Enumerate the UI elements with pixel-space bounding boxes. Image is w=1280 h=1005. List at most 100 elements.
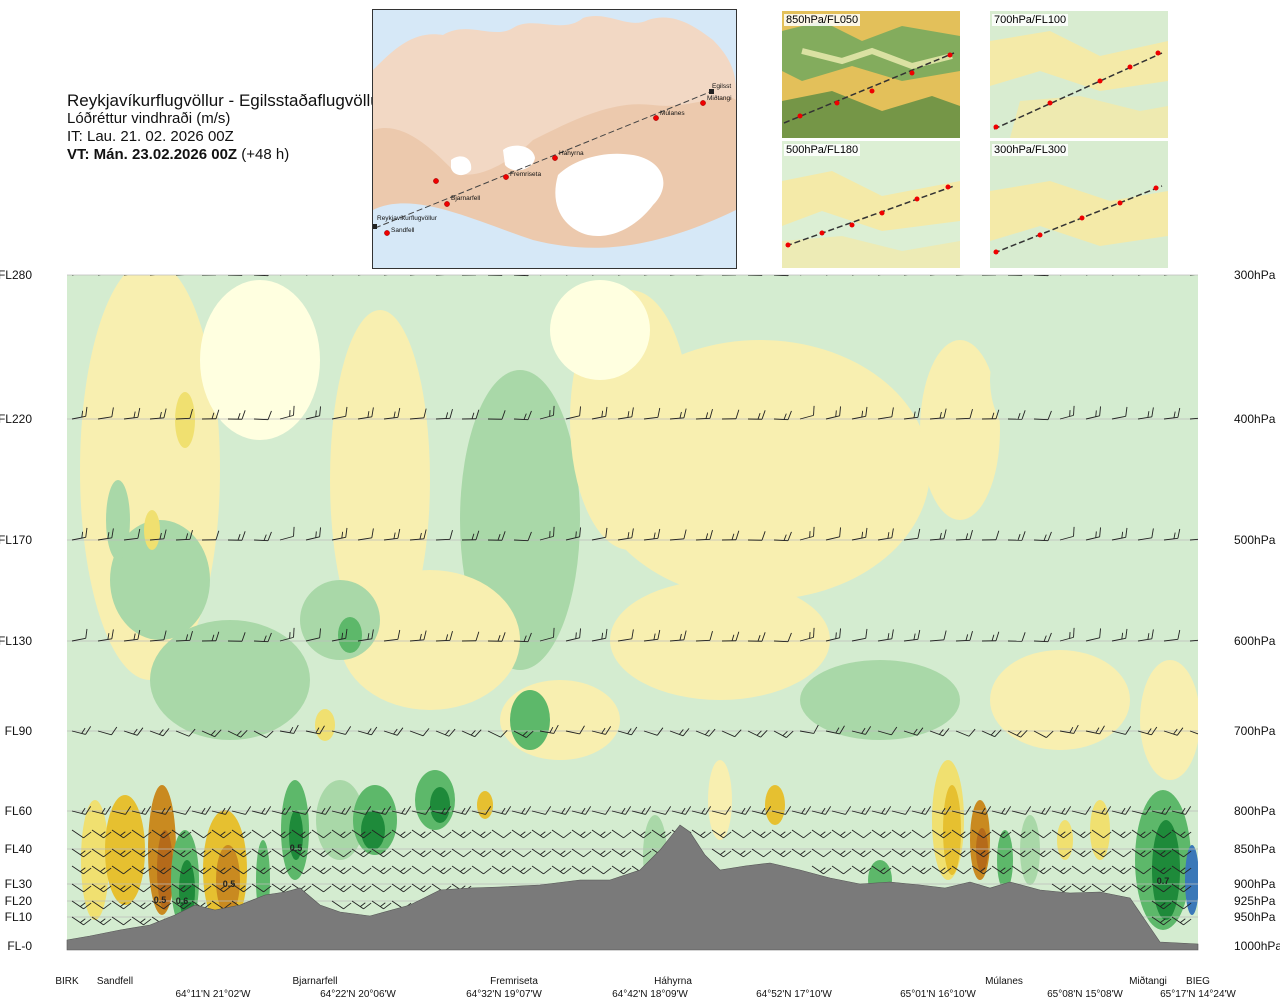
y-right-label: 900hPa [1234, 877, 1276, 891]
wind-barb [799, 724, 819, 734]
wind-barb [1091, 829, 1112, 839]
wind-barb [227, 730, 248, 738]
wind-barb [531, 848, 552, 858]
wind-barb [1071, 865, 1092, 875]
wind-barb [311, 829, 332, 839]
wind-barb [1111, 726, 1132, 735]
wind-barb [1051, 806, 1072, 815]
wind-barb [331, 628, 348, 642]
inset-500: 500hPa/FL180 [782, 141, 960, 268]
wind-barb [903, 407, 921, 420]
wind-barb [1011, 848, 1032, 858]
wind-barb [929, 408, 947, 420]
wind-barb [1071, 883, 1092, 893]
y-left-label: FL90 [5, 724, 33, 738]
terrain-profile [66, 824, 1199, 951]
x-station-label: Múlanes [985, 976, 1023, 987]
wind-barb [191, 829, 212, 839]
wind-barb [1051, 883, 1072, 893]
wind-barb [1085, 406, 1101, 420]
wind-barb [851, 848, 872, 858]
wind-barb [877, 629, 894, 642]
wind-barb [271, 883, 292, 893]
wind-barb [671, 806, 692, 815]
wind-barb [451, 806, 472, 815]
wind-barb [251, 829, 272, 839]
wind-barb [955, 275, 971, 276]
field-region [300, 580, 380, 660]
wind-barb [611, 829, 632, 839]
wind-barb [539, 405, 555, 420]
wind-barb [831, 806, 852, 815]
wind-barb [891, 848, 912, 858]
wind-barb [431, 806, 452, 815]
wind-barb [1085, 628, 1101, 642]
y-right-label: 925hPa [1234, 894, 1276, 908]
wind-barb [511, 865, 532, 875]
wind-barb [1007, 632, 1026, 642]
wind-barb [251, 883, 272, 893]
wind-barb [357, 726, 378, 736]
wind-barb [411, 883, 432, 893]
wind-barb [201, 409, 220, 420]
wind-barb [931, 848, 952, 858]
y-right-label: 850hPa [1234, 842, 1276, 856]
wind-barb [617, 726, 638, 736]
x-station-label: BIRK [55, 976, 79, 987]
wind-barb [71, 865, 92, 875]
wind-barb [1171, 848, 1192, 858]
field-feature [1020, 815, 1040, 885]
wind-barb [1059, 405, 1075, 420]
wind-barb [201, 530, 220, 541]
wind-barb [371, 883, 392, 893]
wind-barb [435, 275, 451, 276]
wind-barb [1111, 406, 1128, 420]
wind-barb [227, 275, 246, 276]
wind-barb [1137, 629, 1154, 642]
wind-barb [691, 806, 712, 815]
map-label-midtangi: Miðtangi [707, 94, 732, 102]
variable-label: Lóðréttur vindhraði (m/s) [67, 110, 231, 127]
wind-barb [1033, 275, 1052, 277]
wind-barb [391, 848, 412, 858]
wind-barb [231, 865, 252, 875]
map-label-egilsst: Egilsst [712, 83, 731, 90]
wind-barb [231, 848, 252, 858]
wind-barb [565, 275, 580, 276]
field-region [990, 290, 1170, 470]
wind-barb [1111, 829, 1132, 839]
wind-barb [1071, 806, 1092, 815]
wind-barb [1171, 865, 1192, 875]
wind-barb [1137, 407, 1154, 420]
wind-barb [279, 526, 295, 541]
wind-barb [409, 630, 427, 642]
field-region [175, 392, 195, 448]
wind-barb [1111, 527, 1128, 541]
wind-barb [227, 531, 246, 541]
wind-barb [747, 275, 766, 276]
wind-barb [981, 729, 1002, 738]
wind-barb [461, 275, 477, 276]
wind-barb [471, 829, 492, 839]
wind-barb [1051, 865, 1072, 875]
wind-barb [591, 806, 612, 815]
wind-barb [951, 848, 972, 858]
wind-barb [1007, 730, 1028, 738]
wind-barb [877, 407, 894, 420]
wind-barb [851, 527, 868, 541]
wind-barb [271, 829, 292, 839]
wind-barb [305, 725, 325, 735]
wind-barb [331, 900, 352, 910]
wind-barb [617, 528, 634, 541]
field-feature [477, 791, 493, 819]
wind-barb [591, 527, 608, 541]
wind-barb [551, 865, 572, 875]
wind-barb [731, 806, 752, 815]
wind-barb [991, 829, 1012, 839]
wind-barb [751, 848, 772, 858]
wind-barb [1171, 900, 1192, 910]
wind-barb [491, 829, 512, 839]
wind-barb [111, 806, 132, 815]
wind-barb [383, 727, 404, 736]
wind-barb [383, 528, 401, 541]
